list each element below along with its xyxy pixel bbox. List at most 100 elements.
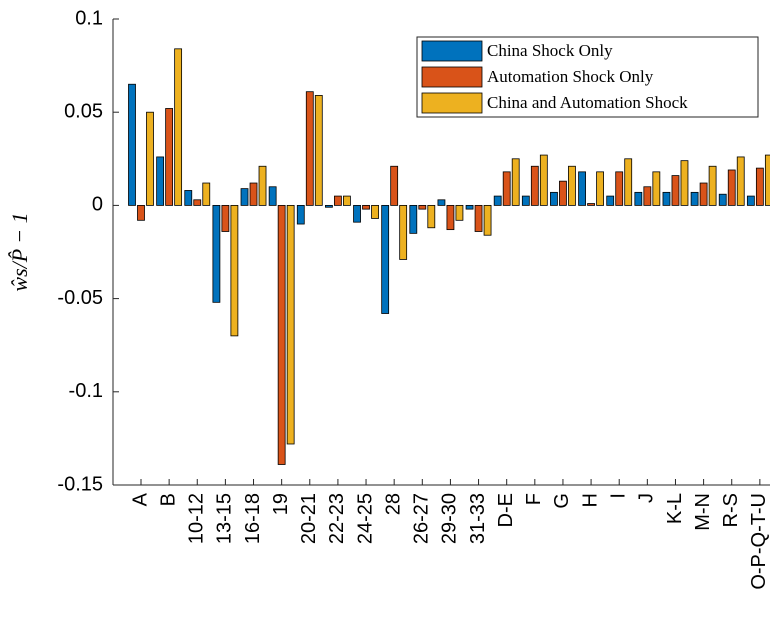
x-tick-label: R-S	[720, 493, 742, 527]
bar	[502, 171, 511, 206]
bar	[671, 175, 680, 206]
bar	[493, 195, 502, 206]
bar	[240, 188, 249, 206]
x-tick-label: O-P-Q-T-U	[748, 493, 770, 590]
bar	[353, 204, 361, 223]
bar	[399, 204, 408, 260]
x-tick-label: 31-33	[467, 493, 489, 544]
y-tick-label: -0.1	[69, 380, 103, 402]
bar	[606, 195, 615, 206]
bar	[465, 204, 474, 210]
bar	[483, 204, 492, 236]
x-tick-label: 16-18	[242, 493, 264, 544]
bar	[530, 165, 539, 206]
x-tick-label: D-E	[495, 493, 517, 527]
x-tick-label: 24-25	[354, 493, 376, 544]
x-tick-label: 26-27	[411, 493, 433, 544]
bar	[578, 171, 586, 206]
bar	[277, 204, 286, 465]
legend-swatch	[421, 66, 483, 88]
bar	[193, 199, 202, 206]
bar	[764, 154, 770, 206]
bar	[521, 195, 530, 206]
bar	[165, 108, 174, 206]
bar	[455, 204, 464, 221]
bar	[680, 160, 689, 206]
bar	[736, 156, 745, 206]
y-tick-label: -0.05	[57, 287, 103, 309]
bar	[511, 158, 520, 206]
bar	[371, 204, 379, 219]
bar	[156, 156, 165, 206]
legend-label: China and Automation Shock	[487, 93, 688, 112]
bar	[727, 169, 736, 206]
bar	[343, 195, 351, 206]
bar	[390, 165, 399, 206]
x-tick-label: I	[607, 493, 629, 499]
bar	[708, 165, 717, 206]
legend-swatch	[421, 92, 483, 114]
bar	[184, 190, 193, 206]
x-tick-label: G	[551, 493, 573, 509]
x-tick-label: 22-23	[326, 493, 348, 544]
x-tick-label: 10-12	[186, 493, 208, 544]
bar	[568, 165, 576, 206]
bar	[362, 204, 370, 210]
bar	[305, 91, 314, 206]
x-tick-label: B	[157, 493, 179, 506]
bar	[587, 203, 595, 206]
legend-swatch	[421, 40, 483, 62]
y-tick-label: 0.1	[75, 7, 103, 29]
bar	[286, 204, 295, 445]
bar	[690, 191, 699, 206]
x-tick-label: 13-15	[214, 493, 236, 544]
bar	[418, 204, 427, 210]
bar	[446, 204, 455, 231]
y-tick-label: -0.15	[57, 473, 103, 495]
bar	[559, 180, 567, 206]
bar	[427, 204, 436, 229]
bar	[539, 154, 548, 206]
x-tick-label: A	[129, 492, 151, 506]
x-tick-label: 28	[382, 493, 404, 515]
x-tick-label: K-L	[664, 493, 686, 524]
legend-label: China Shock Only	[487, 41, 613, 60]
bar	[296, 204, 305, 225]
bar	[137, 204, 145, 221]
bar	[202, 182, 211, 206]
bar	[643, 186, 652, 206]
bar	[334, 195, 342, 206]
bar	[624, 158, 633, 206]
x-tick-label: 19	[270, 493, 292, 515]
x-tick-label: H	[579, 493, 601, 507]
bar	[381, 204, 390, 314]
bar	[746, 195, 755, 206]
bar	[652, 171, 661, 206]
bar	[718, 193, 727, 206]
bar	[268, 186, 277, 206]
bar	[212, 204, 221, 303]
bar	[699, 182, 708, 206]
x-tick-label: 29-30	[439, 493, 461, 544]
bar	[755, 167, 764, 206]
x-tick-label: 20-21	[298, 493, 320, 544]
bar	[146, 111, 154, 206]
y-tick-label: 0	[92, 194, 103, 216]
bar	[596, 171, 604, 206]
y-tick-label: 0.05	[64, 100, 103, 122]
x-tick-label: F	[523, 493, 545, 505]
bar	[128, 83, 136, 206]
bar	[550, 191, 558, 206]
y-axis-label: ŵs/P̂ − 1	[7, 212, 32, 291]
x-tick-label: M-N	[692, 493, 714, 531]
bar	[437, 199, 446, 206]
bar	[230, 204, 239, 337]
bar	[249, 182, 258, 206]
bar	[615, 171, 624, 206]
bar	[662, 191, 671, 206]
bar	[221, 204, 230, 232]
x-tick-label: J	[636, 493, 658, 503]
bar	[174, 48, 183, 206]
bar	[409, 204, 418, 234]
